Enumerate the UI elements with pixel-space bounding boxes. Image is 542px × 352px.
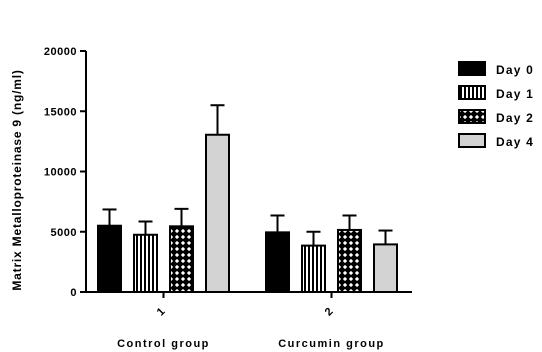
legend-label: Day 2 — [496, 111, 534, 125]
legend-label: Day 1 — [496, 87, 534, 101]
bar — [337, 228, 362, 294]
axes: 0 5000 10000 15000 20000 1 Control group 2 Curcu… — [44, 46, 412, 350]
bars — [97, 104, 398, 294]
y-tick-label: 10000 — [44, 167, 77, 179]
bar — [373, 243, 398, 293]
group-label: Curcumin group — [278, 338, 385, 350]
bar — [265, 231, 290, 293]
y-tick-label: 5000 — [51, 227, 77, 239]
legend: Day 0 Day 1 Day 2 Day 4 — [458, 61, 534, 149]
bar — [97, 224, 122, 294]
x-tick-label: 2 — [323, 305, 336, 318]
legend-swatch — [458, 61, 486, 76]
x-tick-label: 1 — [155, 305, 168, 318]
group-label: Control group — [117, 338, 210, 350]
legend-label: Day 4 — [496, 135, 534, 149]
legend-swatch — [458, 133, 486, 148]
bar — [205, 133, 230, 293]
bar — [169, 225, 194, 293]
bar — [133, 233, 158, 293]
legend-swatch — [458, 85, 486, 100]
y-tick-label: 15000 — [44, 106, 77, 118]
y-axis-title: Matrix Metalloproteinase 9 (ng/ml) — [10, 69, 24, 290]
legend-swatch — [458, 109, 486, 124]
legend-label: Day 0 — [496, 63, 534, 77]
bar — [301, 244, 326, 293]
y-tick-label: 20000 — [44, 46, 77, 58]
y-tick-label: 0 — [70, 287, 77, 299]
